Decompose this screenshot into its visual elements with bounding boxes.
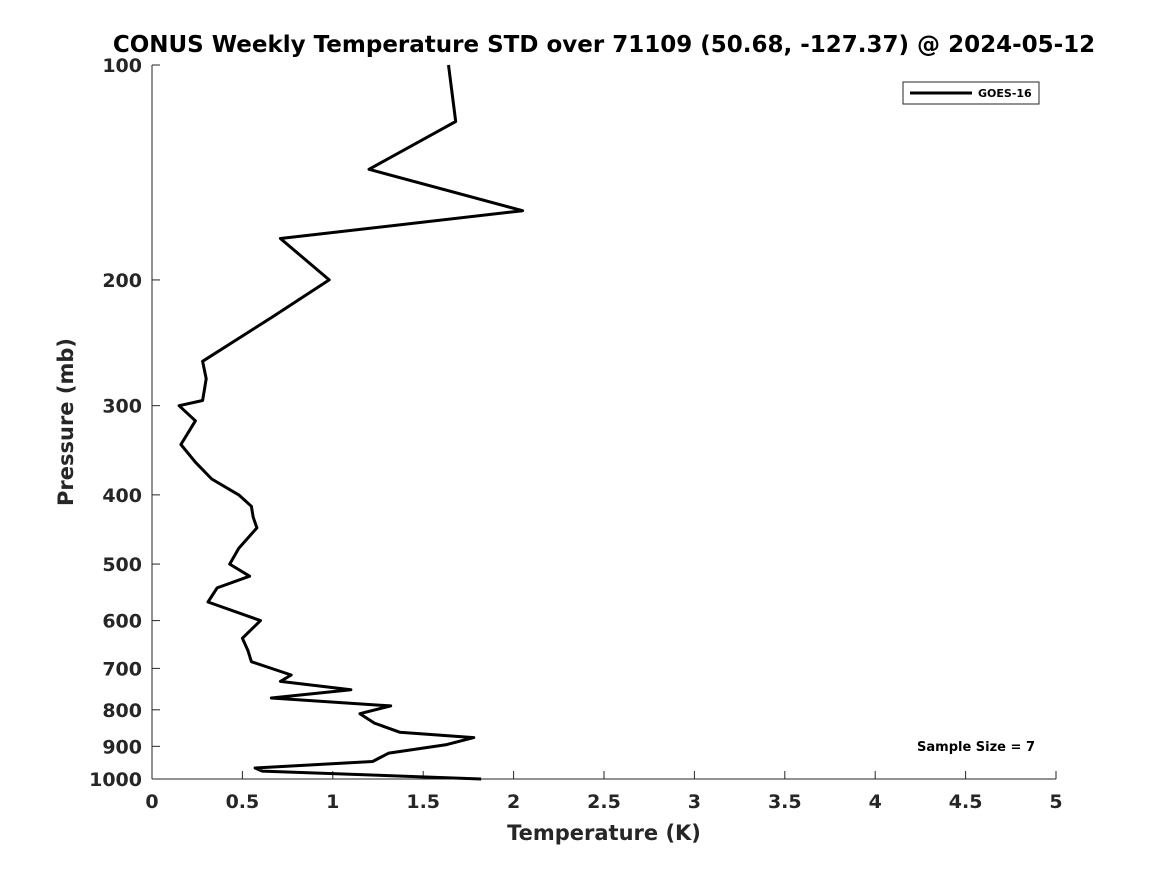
x-tick-label: 0 [145, 791, 158, 813]
x-tick-label: 4.5 [949, 791, 983, 813]
legend: GOES-16 [902, 81, 1040, 105]
x-axis-label: Temperature (K) [507, 821, 701, 845]
x-tick-label: 2.5 [587, 791, 621, 813]
x-ticks: 0 0.5 1 1.5 2 2.5 3 3.5 4 4.5 5 [145, 771, 1063, 813]
y-tick-label: 300 [102, 396, 142, 418]
y-tick-label: 1000 [89, 769, 142, 791]
y-tick-label: 400 [102, 485, 142, 507]
y-tick-label: 800 [102, 700, 142, 722]
x-tick-label: 1.5 [406, 791, 440, 813]
x-tick-label: 3 [688, 791, 701, 813]
x-tick-label: 4 [869, 791, 882, 813]
y-axis-label: Pressure (mb) [54, 338, 78, 506]
y-tick-label: 500 [102, 554, 142, 576]
y-tick-label: 100 [102, 55, 142, 77]
chart-title: CONUS Weekly Temperature STD over 71109 … [113, 32, 1095, 58]
plot-axes [151, 65, 1056, 780]
x-tick-label: 1 [326, 791, 339, 813]
y-tick-label: 700 [102, 658, 142, 680]
x-tick-label: 0.5 [226, 791, 260, 813]
legend-label-goes-16: GOES-16 [978, 87, 1032, 100]
y-tick-label: 200 [102, 270, 142, 292]
y-tick-label: 600 [102, 611, 142, 633]
x-tick-label: 5 [1049, 791, 1062, 813]
x-tick-label: 2 [507, 791, 520, 813]
y-tick-label: 900 [102, 736, 142, 758]
series-line-goes-16 [177, 64, 525, 781]
x-tick-label: 3.5 [768, 791, 802, 813]
y-ticks: 100 200 300 400 500 600 700 800 900 1000 [89, 55, 160, 791]
sample-size-note: Sample Size = 7 [917, 740, 1035, 755]
